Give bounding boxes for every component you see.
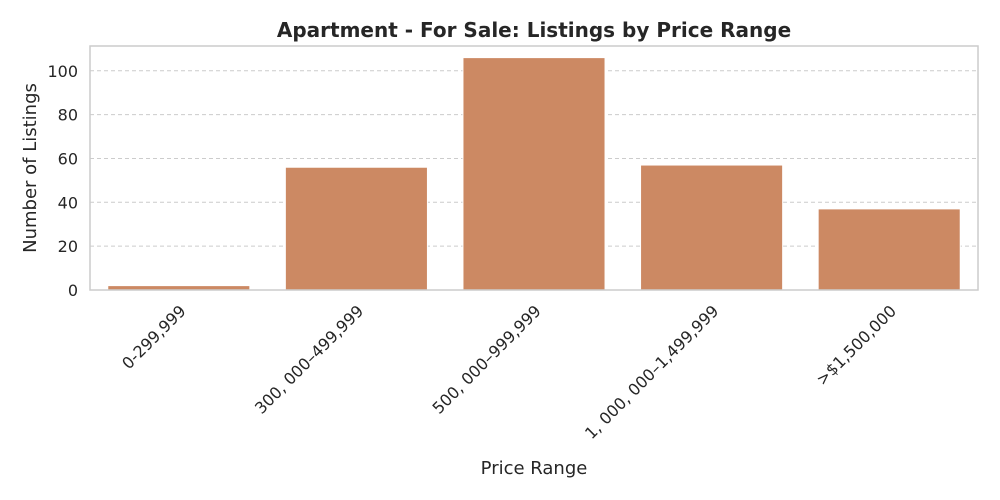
y-tick-label: 0: [68, 281, 78, 300]
x-tick-label: 0-299,999: [118, 301, 190, 373]
plot-frame: [89, 45, 979, 291]
y-axis-label: Number of Listings: [20, 83, 41, 253]
bar: [640, 164, 784, 291]
x-tick-label: >$1,500,000: [812, 301, 900, 389]
y-tick-label: 60: [58, 149, 78, 168]
y-tick-label: 100: [47, 62, 78, 81]
bars: [107, 57, 961, 291]
y-tick-label: 80: [58, 106, 78, 125]
bar: [817, 208, 961, 291]
bar: [284, 166, 428, 291]
y-tick-label: 20: [58, 237, 78, 256]
x-tick-label: 500, 000–999,999: [429, 301, 545, 417]
x-tick-label: 1, 000, 000–1,499,999: [581, 301, 722, 442]
x-tick-label: 300, 000–499,999: [251, 301, 367, 417]
y-tick-label: 40: [58, 193, 78, 212]
bar: [462, 57, 606, 291]
y-axis-ticks: 0 20 40 60 80 100: [47, 62, 78, 300]
chart-title: Apartment - For Sale: Listings by Price …: [277, 18, 791, 42]
x-axis-label: Price Range: [481, 458, 588, 479]
x-axis-ticks: 0-299,999 300, 000–499,999 500, 000–999,99…: [118, 301, 900, 442]
